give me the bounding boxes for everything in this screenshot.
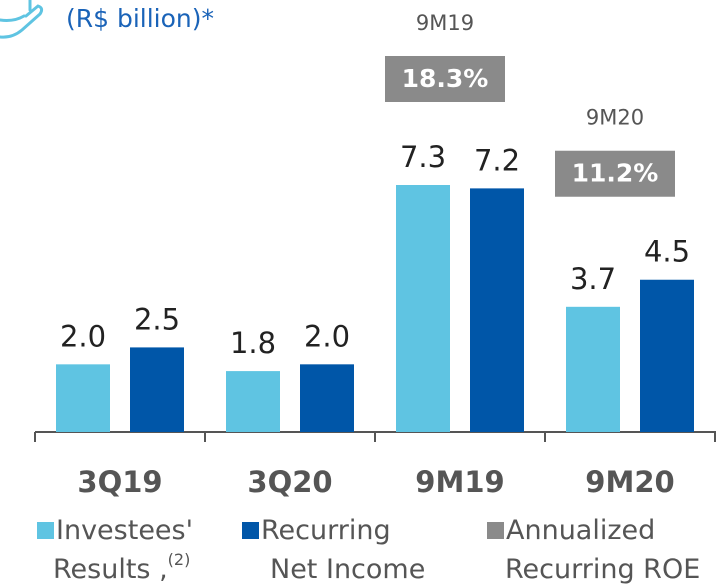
roe-label: 11.2% <box>572 159 659 188</box>
hand-icon <box>0 0 44 39</box>
legend-line: Investees' <box>56 515 193 546</box>
bar <box>470 188 524 432</box>
legend-label: Recurring Net Income <box>261 515 425 585</box>
data-label: 7.2 <box>474 143 520 177</box>
legend-line: Recurring <box>261 515 391 546</box>
x-tick-label: 3Q20 <box>247 465 332 499</box>
legend-swatch <box>487 522 504 539</box>
bar <box>640 279 694 432</box>
legend-swatch <box>37 522 54 539</box>
bar <box>226 371 280 432</box>
legend-note: (2) <box>168 550 191 569</box>
roe-box <box>555 150 675 197</box>
legend-label: Investees' Results ,(2) <box>53 515 193 585</box>
legend-swatch <box>242 522 259 539</box>
x-tick-label: 9M19 <box>415 465 504 499</box>
roe-period: 9M20 <box>586 106 644 130</box>
data-label: 2.0 <box>60 319 106 353</box>
bar <box>130 347 184 432</box>
x-tick-label: 3Q19 <box>77 465 162 499</box>
data-label: 2.5 <box>134 302 180 336</box>
roe-box <box>385 56 505 102</box>
roe-label: 18.3% <box>402 64 489 93</box>
legend-label: Annualized Recurring ROE <box>505 515 700 585</box>
legend-line: Recurring ROE <box>505 554 700 585</box>
data-label: 7.3 <box>400 140 446 174</box>
data-label: 4.5 <box>644 235 690 269</box>
data-label: 2.0 <box>304 319 350 353</box>
data-label: 3.7 <box>570 262 616 296</box>
bar <box>396 185 450 432</box>
legend-line: Net Income <box>270 554 425 585</box>
bar <box>300 364 354 432</box>
bar <box>566 306 620 432</box>
data-label: 1.8 <box>230 326 276 360</box>
legend-line: Annualized <box>506 515 655 546</box>
bar <box>56 364 110 432</box>
x-tick-label: 9M20 <box>585 465 674 499</box>
subtitle: (R$ billion)* <box>66 4 214 33</box>
legend-line: Results , <box>53 554 168 585</box>
roe-period: 9M19 <box>416 11 474 35</box>
